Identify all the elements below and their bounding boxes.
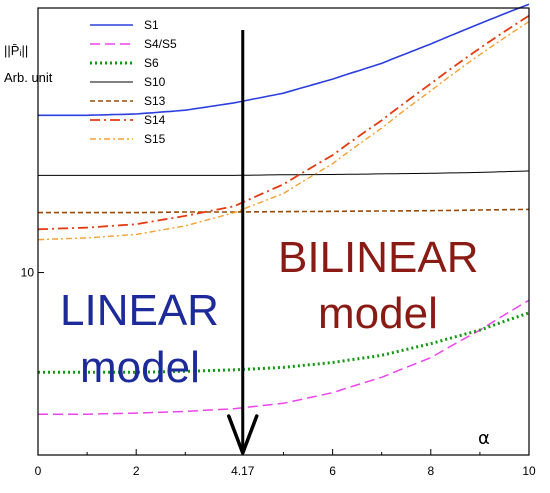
y-axis-label: ||P̄ᵢ|| xyxy=(4,43,28,58)
x-axis-label: α xyxy=(478,428,490,449)
legend-label: S13 xyxy=(144,94,166,108)
series-line-s14 xyxy=(37,14,530,231)
series-line-s4-s5 xyxy=(38,299,530,415)
series-line-s1 xyxy=(38,3,530,117)
legend-label: S10 xyxy=(144,75,166,89)
series-line-s15 xyxy=(37,21,530,241)
x-tick-label: 10 xyxy=(522,464,536,478)
x-tick-label: 8 xyxy=(427,464,434,478)
y-axis-unit: Arb. unit xyxy=(4,70,53,85)
series-layer xyxy=(37,3,530,415)
linear-label-line2: model xyxy=(80,343,200,392)
x-tick-label: 6 xyxy=(329,464,336,478)
threshold-arrow: 4.17 xyxy=(226,30,259,478)
y-tick-label: 10 xyxy=(21,266,35,280)
x-tick-label: 0 xyxy=(35,464,42,478)
legend-label: S15 xyxy=(144,132,166,146)
legend-label: S14 xyxy=(144,113,166,127)
linear-label-line1: LINEAR xyxy=(60,286,219,335)
legend-label: S4/S5 xyxy=(144,37,177,51)
series-line-s13 xyxy=(38,208,529,214)
legend-label: S6 xyxy=(144,56,159,70)
series-line-s10 xyxy=(38,170,530,176)
legend-label: S1 xyxy=(144,18,159,32)
bilinear-label-line1: BILINEAR xyxy=(278,233,479,282)
arrow-value-label: 4.17 xyxy=(231,464,255,478)
bilinear-label-line2: model xyxy=(318,289,438,338)
arrow-head xyxy=(226,414,259,455)
series-line-s6 xyxy=(38,311,530,374)
x-tick-label: 2 xyxy=(133,464,140,478)
legend: S1 S4/S5 S6 S10 S13 S14 S15 xyxy=(90,18,177,146)
